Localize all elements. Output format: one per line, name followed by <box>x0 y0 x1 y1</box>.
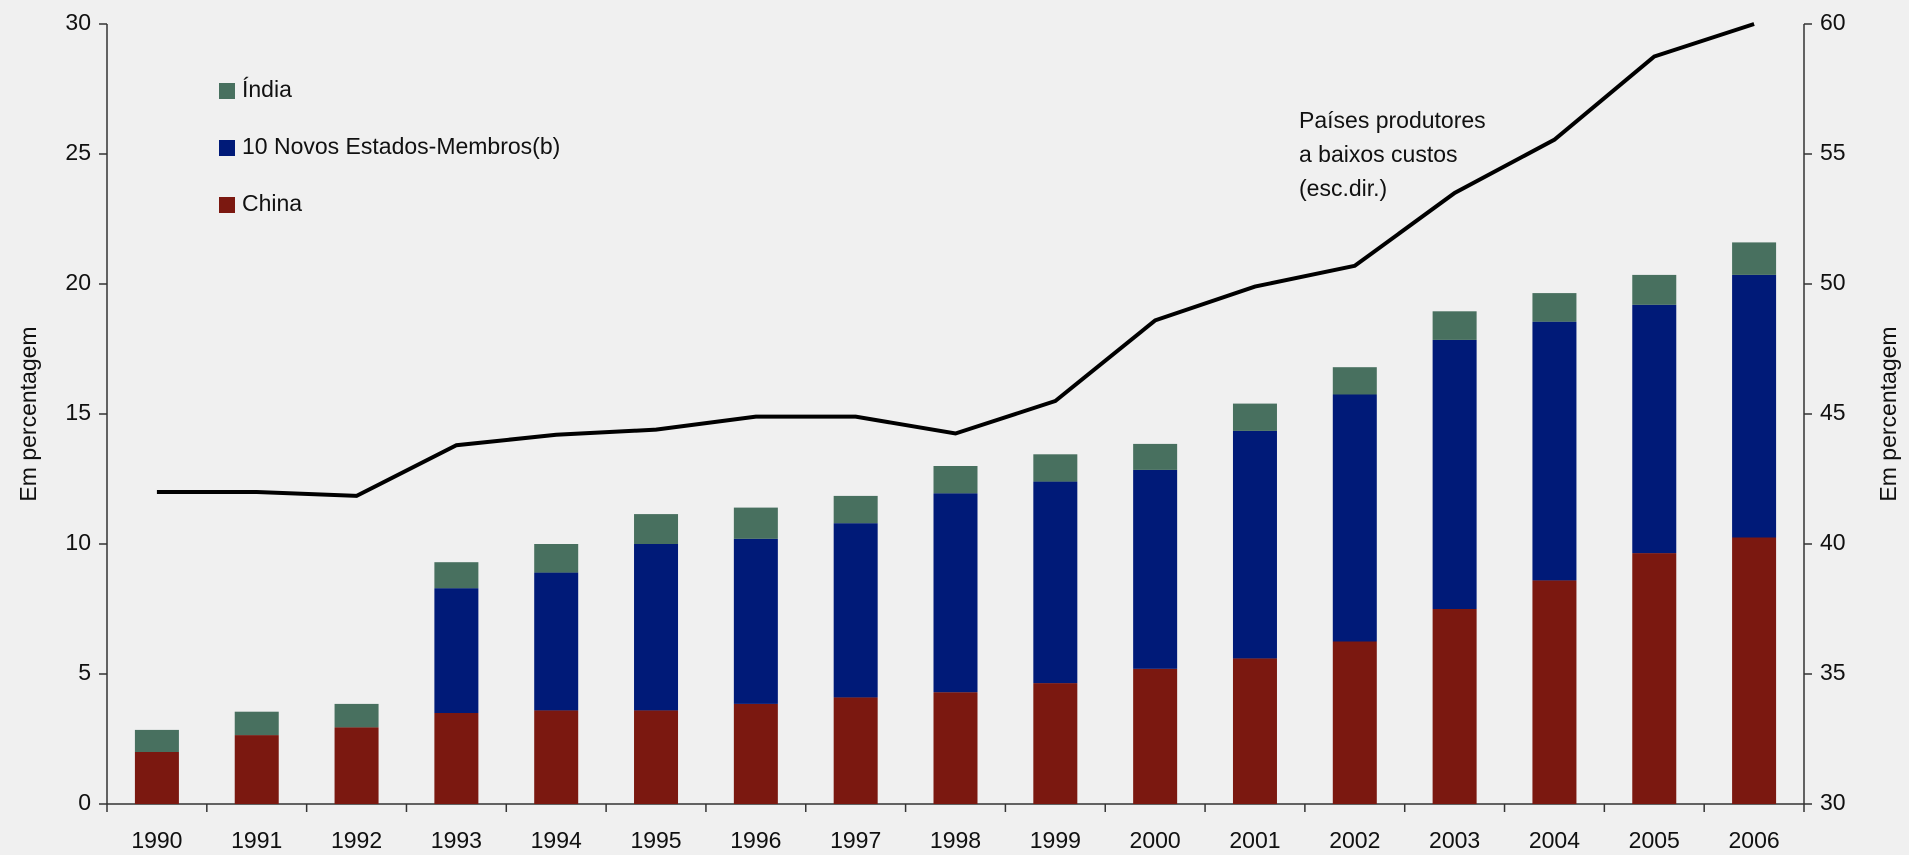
x-tick-label: 1998 <box>930 827 981 853</box>
x-tick-label: 2002 <box>1329 827 1380 853</box>
y2-tick-label: 45 <box>1820 399 1846 425</box>
bar-segment <box>1033 683 1078 804</box>
bar-segment <box>1532 580 1577 804</box>
bar-segment <box>833 523 878 698</box>
x-tick-label: 2000 <box>1130 827 1181 853</box>
bar-segment <box>1332 394 1377 642</box>
x-tick-label: 1996 <box>730 827 781 853</box>
bar-segment <box>334 703 379 728</box>
y-tick-label: 30 <box>65 9 91 35</box>
bar-segment <box>1432 339 1477 609</box>
bar-segment <box>434 713 479 804</box>
y2-tick-label: 55 <box>1820 139 1846 165</box>
x-tick-label: 1995 <box>630 827 681 853</box>
y-tick-label: 5 <box>78 659 91 685</box>
bar-segment <box>1532 321 1577 581</box>
bar-segment <box>134 729 179 752</box>
bar-segment <box>534 572 579 711</box>
y2-axis-label: Em percentagem <box>1875 326 1901 501</box>
bar-segment <box>134 752 179 804</box>
legend-swatch <box>219 140 235 156</box>
bar-segment <box>1133 668 1178 804</box>
bar-segment <box>1133 443 1178 470</box>
bar-segment <box>234 735 279 804</box>
x-tick-label: 2006 <box>1729 827 1780 853</box>
bar-segment <box>1732 537 1777 804</box>
y2-tick-label: 40 <box>1820 529 1846 555</box>
y2-tick-label: 50 <box>1820 269 1846 295</box>
bar-segment <box>1632 553 1677 804</box>
y-tick-label: 10 <box>65 529 91 555</box>
bar-segment <box>1133 469 1178 669</box>
y-tick-label: 0 <box>78 789 91 815</box>
bar-segment <box>933 466 978 494</box>
y2-tick-label: 30 <box>1820 789 1846 815</box>
legend-label: Índia <box>242 76 292 102</box>
bar-segment <box>634 514 679 544</box>
bar-segment <box>833 697 878 804</box>
bar-segment <box>733 538 778 704</box>
x-tick-label: 1993 <box>431 827 482 853</box>
x-tick-label: 1999 <box>1030 827 1081 853</box>
y2-tick-label: 60 <box>1820 9 1846 35</box>
bar-segment <box>1033 481 1078 684</box>
bar-segment <box>534 710 579 804</box>
bar-segment <box>1232 430 1277 659</box>
legend-label: 10 Novos Estados-Membros(b) <box>242 133 560 159</box>
line-series <box>156 22 1755 498</box>
bar-segment <box>733 507 778 539</box>
bar-segment <box>1632 304 1677 554</box>
bar-segment <box>1332 367 1377 395</box>
legend-label: China <box>242 190 302 216</box>
y-tick-label: 15 <box>65 399 91 425</box>
bar-segment <box>833 495 878 524</box>
bar-segment <box>434 562 479 589</box>
x-tick-label: 1992 <box>331 827 382 853</box>
bar-segment <box>1632 274 1677 305</box>
x-tick-label: 1990 <box>131 827 182 853</box>
x-tick-label: 1997 <box>830 827 881 853</box>
x-tick-label: 2004 <box>1529 827 1580 853</box>
bar-segment <box>1232 403 1277 431</box>
bar-segment <box>634 544 679 711</box>
bar-segment <box>434 588 479 713</box>
bar-segment <box>1532 293 1577 322</box>
bar-segment <box>1732 242 1777 275</box>
bar-segment <box>733 703 778 804</box>
annotation: (esc.dir.) <box>1299 175 1387 201</box>
y-axis-label: Em percentagem <box>15 326 41 501</box>
x-tick-label: 2003 <box>1429 827 1480 853</box>
bar-segment <box>1033 454 1078 482</box>
legend-swatch <box>219 197 235 213</box>
x-tick-label: 2001 <box>1229 827 1280 853</box>
x-tick-label: 1991 <box>231 827 282 853</box>
bar-segment <box>1332 641 1377 804</box>
x-tick-label: 1994 <box>531 827 582 853</box>
bar-segment <box>534 544 579 573</box>
bar-segment <box>334 727 379 804</box>
bar-segment <box>933 493 978 693</box>
bar-segment <box>933 692 978 804</box>
y-tick-label: 25 <box>65 139 91 165</box>
bar-segment <box>634 710 679 804</box>
annotation: Países produtores <box>1299 107 1486 133</box>
y-tick-label: 20 <box>65 269 91 295</box>
bar-segment <box>1432 609 1477 804</box>
bar-segment <box>1432 311 1477 340</box>
y2-tick-label: 35 <box>1820 659 1846 685</box>
bar-segment <box>234 711 279 736</box>
bar-segment <box>1732 274 1777 538</box>
legend-swatch <box>219 83 235 99</box>
bar-segment <box>1232 658 1277 804</box>
x-tick-label: 2005 <box>1629 827 1680 853</box>
annotation: a baixos custos <box>1299 141 1458 167</box>
